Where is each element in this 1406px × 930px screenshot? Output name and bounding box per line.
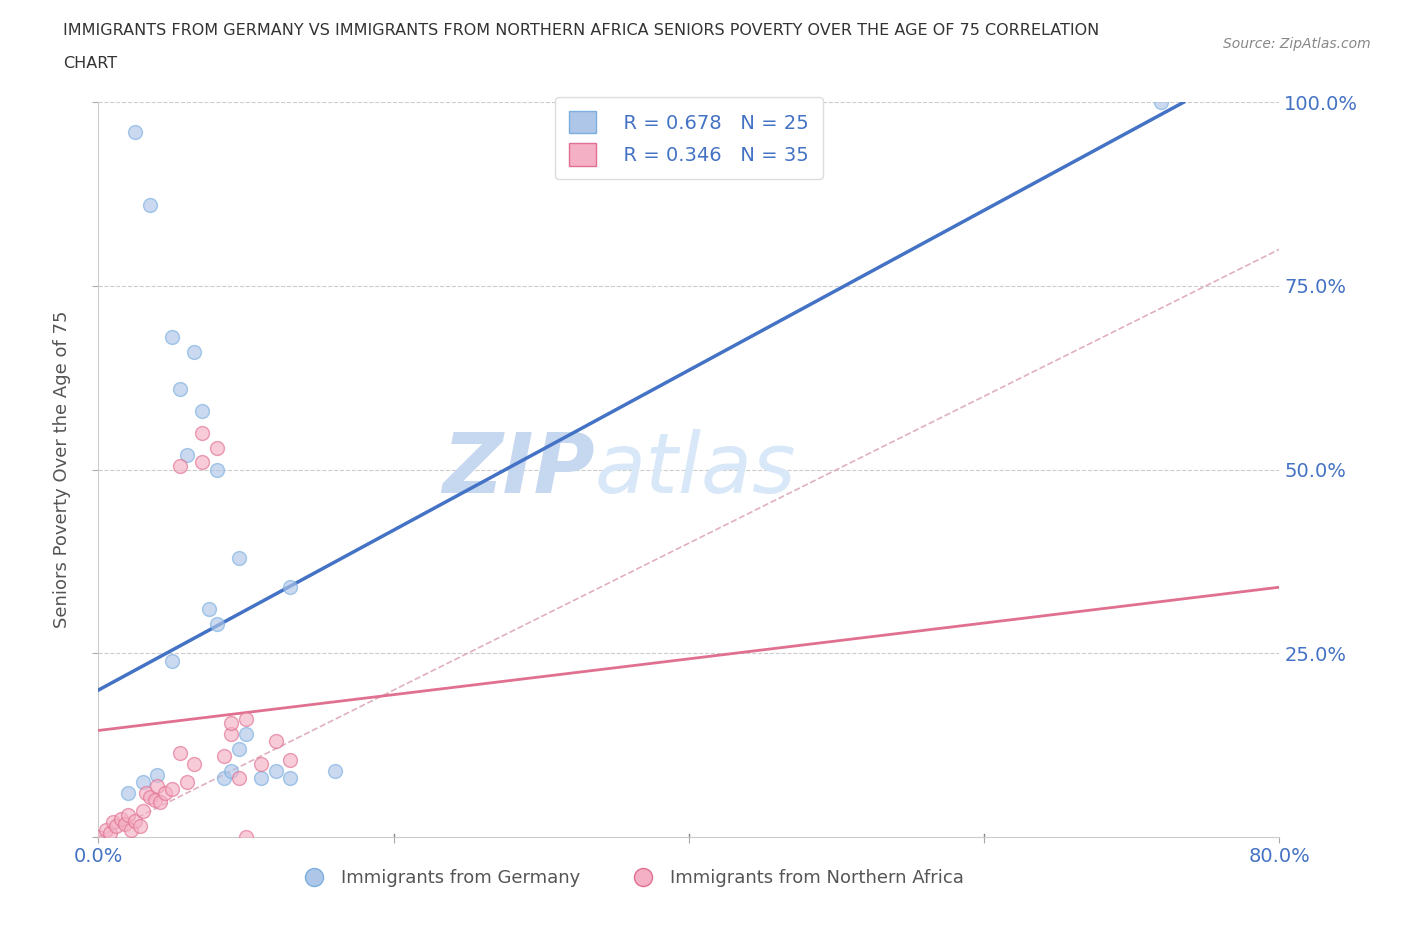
Point <box>221 716 243 731</box>
Point <box>87 830 110 844</box>
Point <box>149 794 172 809</box>
Point <box>103 815 125 830</box>
Point <box>120 822 142 837</box>
Point <box>169 381 191 396</box>
Point <box>191 455 214 470</box>
Text: CHART: CHART <box>63 56 117 71</box>
Point <box>135 786 157 801</box>
Point <box>191 404 214 418</box>
Point <box>128 818 150 833</box>
Point <box>176 447 198 462</box>
Point <box>162 330 183 345</box>
Point <box>212 749 235 764</box>
Point <box>114 817 136 831</box>
Point <box>124 125 146 140</box>
Point <box>205 462 228 477</box>
Point <box>221 726 243 741</box>
Point <box>250 756 273 771</box>
Point <box>228 771 250 786</box>
Point <box>235 712 257 727</box>
Point <box>198 602 221 617</box>
Text: IMMIGRANTS FROM GERMANY VS IMMIGRANTS FROM NORTHERN AFRICA SENIORS POVERTY OVER : IMMIGRANTS FROM GERMANY VS IMMIGRANTS FR… <box>63 23 1099 38</box>
Point <box>280 771 302 786</box>
Point <box>169 745 191 760</box>
Point <box>1150 95 1173 110</box>
Point <box>205 617 228 631</box>
Point <box>169 458 191 473</box>
Point <box>323 764 346 778</box>
Point <box>153 786 176 801</box>
Point <box>132 804 155 818</box>
Point <box>280 752 302 767</box>
Point <box>250 771 273 786</box>
Point <box>212 771 235 786</box>
Text: atlas: atlas <box>595 429 796 511</box>
Text: Source: ZipAtlas.com: Source: ZipAtlas.com <box>1223 37 1371 51</box>
Point <box>105 818 128 833</box>
Text: ZIP: ZIP <box>441 429 595 511</box>
Legend: Immigrants from Germany, Immigrants from Northern Africa: Immigrants from Germany, Immigrants from… <box>288 862 972 894</box>
Point <box>176 775 198 790</box>
Point <box>235 726 257 741</box>
Point <box>117 786 139 801</box>
Point <box>183 345 205 360</box>
Point <box>228 741 250 756</box>
Point <box>146 778 169 793</box>
Point <box>183 756 205 771</box>
Point <box>221 764 243 778</box>
Point <box>205 440 228 455</box>
Point <box>124 814 146 829</box>
Point <box>191 426 214 441</box>
Point <box>98 826 121 841</box>
Point <box>264 734 287 749</box>
Point <box>264 764 287 778</box>
Point <box>280 579 302 594</box>
Point <box>143 792 166 807</box>
Point <box>162 653 183 668</box>
Point <box>139 790 162 804</box>
Point <box>146 767 169 782</box>
Y-axis label: Seniors Poverty Over the Age of 75: Seniors Poverty Over the Age of 75 <box>53 311 72 629</box>
Point <box>117 807 139 822</box>
Point <box>235 830 257 844</box>
Point <box>139 198 162 213</box>
Point <box>132 775 155 790</box>
Point <box>94 822 117 837</box>
Point <box>110 811 132 826</box>
Point <box>162 782 183 797</box>
Point <box>228 551 250 565</box>
